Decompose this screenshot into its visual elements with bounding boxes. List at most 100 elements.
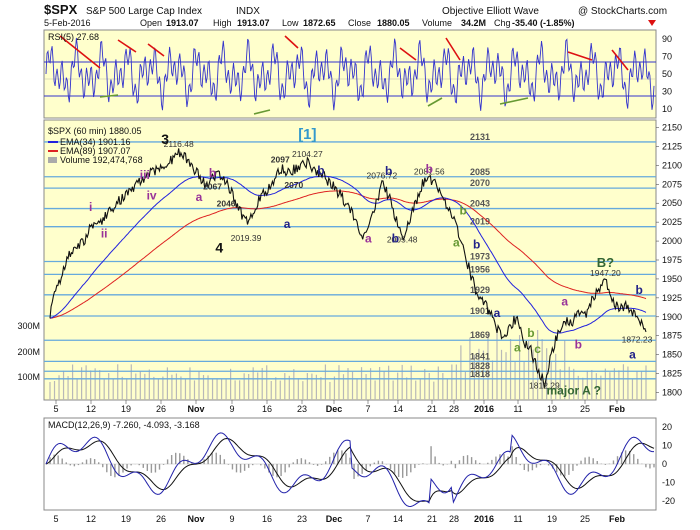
volume-bar <box>266 365 268 400</box>
x-tick-label-bottom: 28 <box>449 514 459 524</box>
macd-histogram-bar <box>300 458 303 465</box>
macd-histogram-bar <box>470 457 473 465</box>
fib-level-label: 1973 <box>470 252 490 262</box>
volume-bar <box>356 379 358 400</box>
volume-bar <box>645 365 647 400</box>
price-legend-label: $SPX (60 min) 1880.05 <box>48 126 142 136</box>
x-tick-label-bottom: Dec <box>326 514 343 524</box>
x-tick-label-bottom: Nov <box>187 514 204 524</box>
high-value: 1913.07 <box>237 18 270 28</box>
volume-bar <box>591 369 593 400</box>
macd-histogram-bar <box>620 452 623 465</box>
macd-histogram-bar <box>466 455 469 465</box>
high-label: High <box>213 18 232 28</box>
volume-bar <box>410 365 412 400</box>
volume-bar <box>234 380 236 400</box>
volume-bar <box>433 381 435 400</box>
volume-bar <box>568 366 570 400</box>
macd-histogram-bar <box>365 464 367 471</box>
volume-bar <box>446 378 448 400</box>
macd-histogram-bar <box>288 464 290 468</box>
macd-histogram-bar <box>592 458 594 465</box>
macd-histogram-bar <box>503 454 505 465</box>
macd-histogram-bar <box>406 464 408 477</box>
macd-histogram-bar <box>175 452 177 465</box>
wave-label: b <box>426 162 433 176</box>
open-value: 1913.07 <box>166 18 199 28</box>
volume-bar <box>541 339 543 400</box>
x-tick-label-bottom: 11 <box>513 514 522 524</box>
x-tick-label: Dec <box>326 404 343 414</box>
rsi-divergence-line <box>427 97 443 107</box>
volume-bar <box>455 364 457 400</box>
x-tick-label-bottom: 21 <box>427 514 437 524</box>
rsi-divergence-line <box>284 35 299 49</box>
macd-histogram-bar <box>280 464 282 477</box>
volume-bar <box>320 377 322 400</box>
macd-histogram-bar <box>235 464 238 473</box>
rsi-divergence-line <box>399 47 417 61</box>
fib-level-label: 2043 <box>470 199 490 209</box>
rsi-tick-label: 50 <box>662 69 672 79</box>
macd-histogram-bar <box>519 464 521 466</box>
macd-histogram-bar <box>252 464 254 466</box>
volume-bar <box>428 372 430 400</box>
x-tick-label: 9 <box>229 404 234 414</box>
macd-histogram-bar <box>633 454 635 465</box>
volume-bar <box>58 375 60 400</box>
wave-label: c <box>534 342 541 356</box>
macd-histogram-bar <box>215 452 217 465</box>
macd-histogram-bar <box>81 462 84 465</box>
copyright: @ StockCharts.com <box>578 6 667 17</box>
volume-bar <box>148 369 150 400</box>
macd-histogram-bar <box>85 459 88 465</box>
x-tick-label: 2016 <box>474 404 494 414</box>
fib-level-label: 1956 <box>470 264 490 274</box>
macd-histogram-bar <box>219 454 221 465</box>
price-tick-label: 2150 <box>662 123 682 133</box>
volume-bar <box>555 353 557 400</box>
macd-histogram-bar <box>393 464 396 474</box>
macd-histogram-bar <box>268 464 270 473</box>
macd-histogram-bar <box>381 461 384 465</box>
volume-bar <box>464 371 466 400</box>
chg-value: -35.40 (-1.85%) <box>512 18 575 28</box>
macd-tick-label: -10 <box>662 477 675 487</box>
volume-bar <box>81 367 83 400</box>
wave-label: a <box>561 294 568 308</box>
volume-bar <box>230 368 232 400</box>
volume-bar <box>618 370 620 400</box>
volume-bar <box>270 380 272 400</box>
macd-histogram-bar <box>527 464 530 472</box>
macd-histogram-bar <box>337 450 339 465</box>
price-tick-labels: 2150 2125 2100 2075 2050 2025 2000 1975 1950 1925… <box>656 123 682 397</box>
wave-label: ii <box>101 226 108 240</box>
macd-histogram-bar <box>616 456 619 465</box>
wave-label: a <box>284 217 291 231</box>
macd-histogram-bar <box>560 464 562 476</box>
volume-bar <box>207 375 209 400</box>
macd-histogram-bar <box>345 453 347 465</box>
fib-level-label: 2070 <box>470 178 490 188</box>
macd-histogram-bar <box>474 460 477 465</box>
macd-tick-label: 20 <box>662 422 672 432</box>
volume-bar <box>261 367 263 400</box>
rsi-divergence-line <box>59 35 101 69</box>
wave-label: b <box>209 166 216 180</box>
volume-bar <box>166 367 168 400</box>
macd-histogram-bar <box>284 464 286 473</box>
macd-histogram-bar <box>531 464 534 471</box>
macd-tick-labels: 20 10 0 -10 -20 <box>662 422 675 506</box>
macd-histogram-bar <box>568 464 570 475</box>
volume-bar <box>103 379 105 400</box>
volume-bar <box>184 378 187 400</box>
volume-bar <box>392 380 394 400</box>
macd-histogram-bar <box>397 464 400 477</box>
volume-bar <box>401 364 403 400</box>
macd-histogram-bar <box>373 462 376 465</box>
x-tick-label-bottom: 19 <box>121 514 131 524</box>
volume-bar <box>333 376 336 400</box>
volume-bar <box>85 365 87 400</box>
